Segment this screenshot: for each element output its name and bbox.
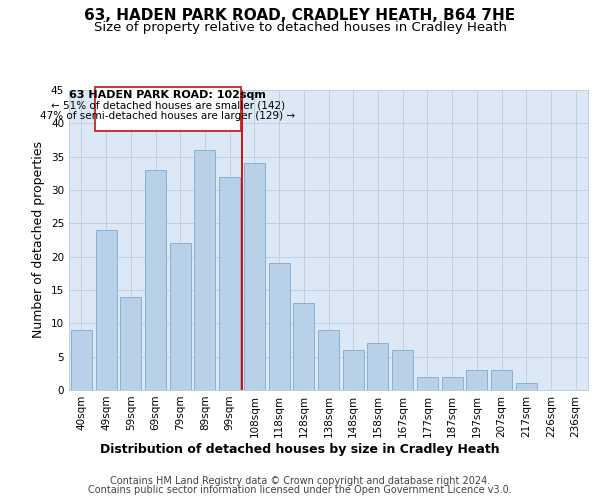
Bar — [392, 350, 413, 390]
Bar — [367, 344, 388, 390]
Bar — [95, 230, 116, 390]
Bar — [219, 176, 240, 390]
Bar — [145, 170, 166, 390]
Bar — [269, 264, 290, 390]
Y-axis label: Number of detached properties: Number of detached properties — [32, 142, 46, 338]
FancyBboxPatch shape — [95, 86, 241, 132]
Bar — [491, 370, 512, 390]
Bar — [71, 330, 92, 390]
Bar — [293, 304, 314, 390]
Text: Contains public sector information licensed under the Open Government Licence v3: Contains public sector information licen… — [88, 485, 512, 495]
Text: 47% of semi-detached houses are larger (129) →: 47% of semi-detached houses are larger (… — [40, 112, 295, 122]
Text: 63 HADEN PARK ROAD: 102sqm: 63 HADEN PARK ROAD: 102sqm — [70, 90, 266, 100]
Bar — [417, 376, 438, 390]
Text: ← 51% of detached houses are smaller (142): ← 51% of detached houses are smaller (14… — [51, 100, 285, 110]
Bar — [343, 350, 364, 390]
Bar — [244, 164, 265, 390]
Bar — [466, 370, 487, 390]
Bar — [170, 244, 191, 390]
Text: Distribution of detached houses by size in Cradley Heath: Distribution of detached houses by size … — [100, 442, 500, 456]
Bar — [120, 296, 141, 390]
Bar — [318, 330, 339, 390]
Text: 63, HADEN PARK ROAD, CRADLEY HEATH, B64 7HE: 63, HADEN PARK ROAD, CRADLEY HEATH, B64 … — [85, 8, 515, 22]
Bar — [516, 384, 537, 390]
Bar — [442, 376, 463, 390]
Text: Contains HM Land Registry data © Crown copyright and database right 2024.: Contains HM Land Registry data © Crown c… — [110, 476, 490, 486]
Text: Size of property relative to detached houses in Cradley Heath: Size of property relative to detached ho… — [94, 21, 506, 34]
Bar — [194, 150, 215, 390]
